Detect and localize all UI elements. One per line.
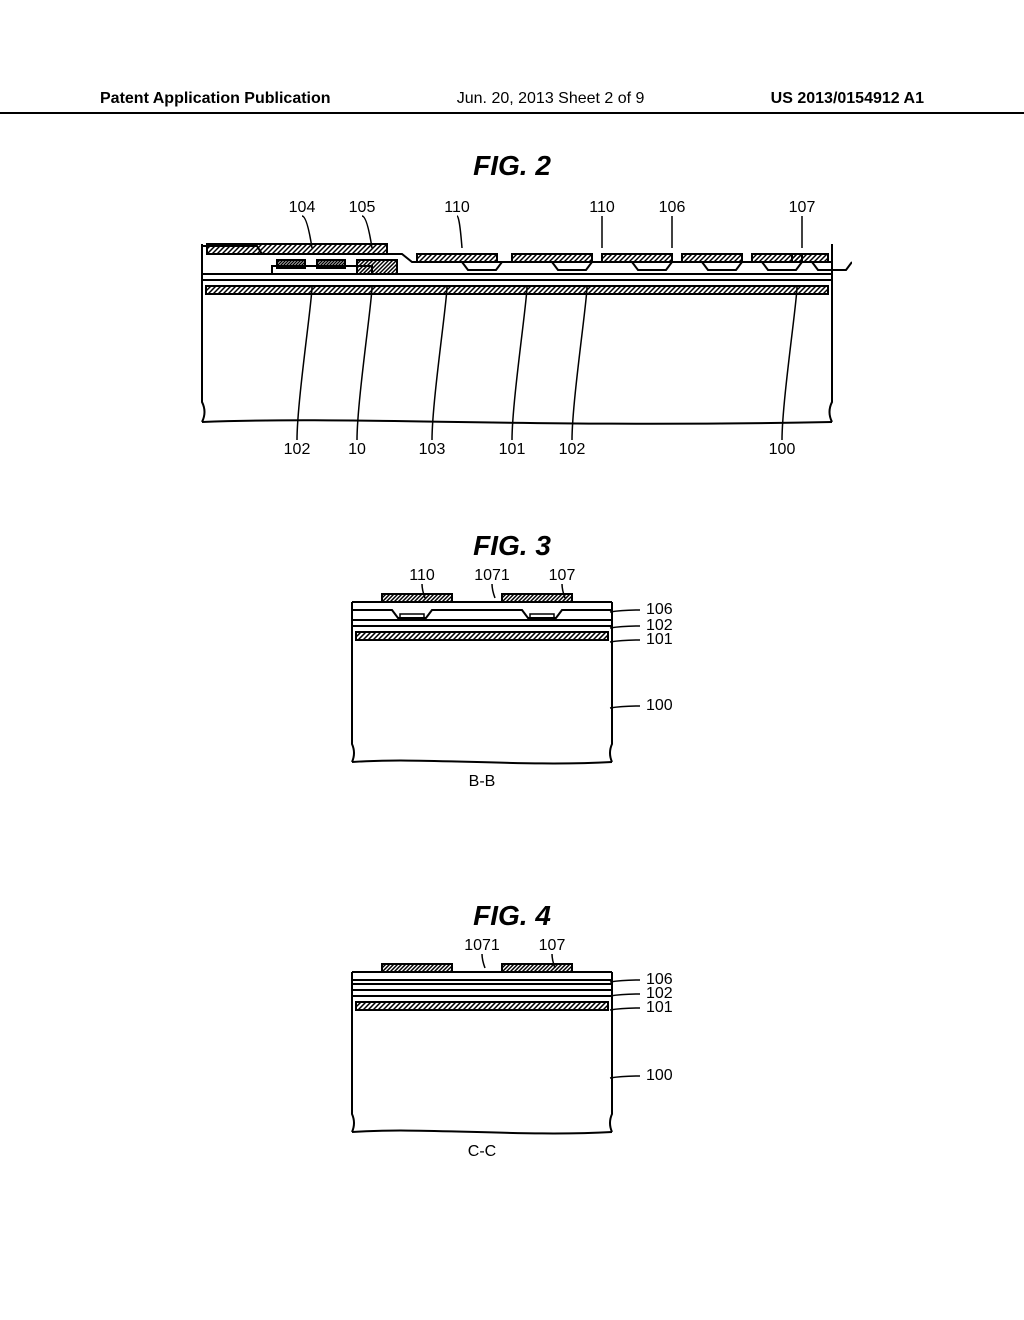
svg-text:104: 104 bbox=[289, 199, 316, 216]
svg-text:106: 106 bbox=[646, 601, 673, 618]
fig4-title: FIG. 4 bbox=[332, 900, 692, 932]
fig4-svg: 1071107106102101100C-C bbox=[332, 932, 692, 1172]
figure-2-block: FIG. 2 104105110110106107102101031011021… bbox=[172, 150, 852, 462]
svg-text:107: 107 bbox=[789, 199, 816, 216]
svg-text:101: 101 bbox=[646, 631, 673, 648]
svg-text:100: 100 bbox=[769, 441, 796, 458]
svg-text:110: 110 bbox=[409, 567, 435, 584]
svg-text:102: 102 bbox=[284, 441, 311, 458]
fig3-title: FIG. 3 bbox=[332, 530, 692, 562]
svg-text:107: 107 bbox=[549, 567, 576, 584]
svg-text:100: 100 bbox=[646, 697, 673, 714]
svg-text:C-C: C-C bbox=[468, 1143, 496, 1160]
svg-text:A-A: A-A bbox=[504, 461, 531, 462]
svg-text:110: 110 bbox=[444, 199, 470, 216]
header-center: Jun. 20, 2013 Sheet 2 of 9 bbox=[457, 90, 645, 108]
svg-text:101: 101 bbox=[646, 999, 673, 1016]
svg-text:102: 102 bbox=[559, 441, 586, 458]
svg-text:B-B: B-B bbox=[469, 773, 496, 790]
page-header: Patent Application Publication Jun. 20, … bbox=[0, 90, 1024, 114]
svg-text:105: 105 bbox=[349, 199, 376, 216]
svg-text:106: 106 bbox=[659, 199, 686, 216]
svg-text:1071: 1071 bbox=[464, 937, 500, 954]
fig2-svg: 104 105 110 110 106 107 102 10 103 101 102 100 A-A bbox=[172, 182, 852, 462]
svg-text:10: 10 bbox=[348, 441, 366, 458]
svg-text:101: 101 bbox=[499, 441, 526, 458]
svg-text:107: 107 bbox=[539, 937, 566, 954]
svg-text:100: 100 bbox=[646, 1067, 673, 1084]
header-left: Patent Application Publication bbox=[100, 90, 331, 108]
svg-text:1071: 1071 bbox=[474, 567, 510, 584]
svg-text:103: 103 bbox=[419, 441, 446, 458]
svg-text:110: 110 bbox=[589, 199, 615, 216]
fig3-svg: 1101071107106102101100B-B bbox=[332, 562, 692, 802]
fig2-title: FIG. 2 bbox=[172, 150, 852, 182]
figure-4-block: FIG. 4 1071107106102101100C-C bbox=[332, 900, 692, 1172]
figure-3-block: FIG. 3 1101071107106102101100B-B bbox=[332, 530, 692, 802]
header-right: US 2013/0154912 A1 bbox=[771, 90, 924, 108]
